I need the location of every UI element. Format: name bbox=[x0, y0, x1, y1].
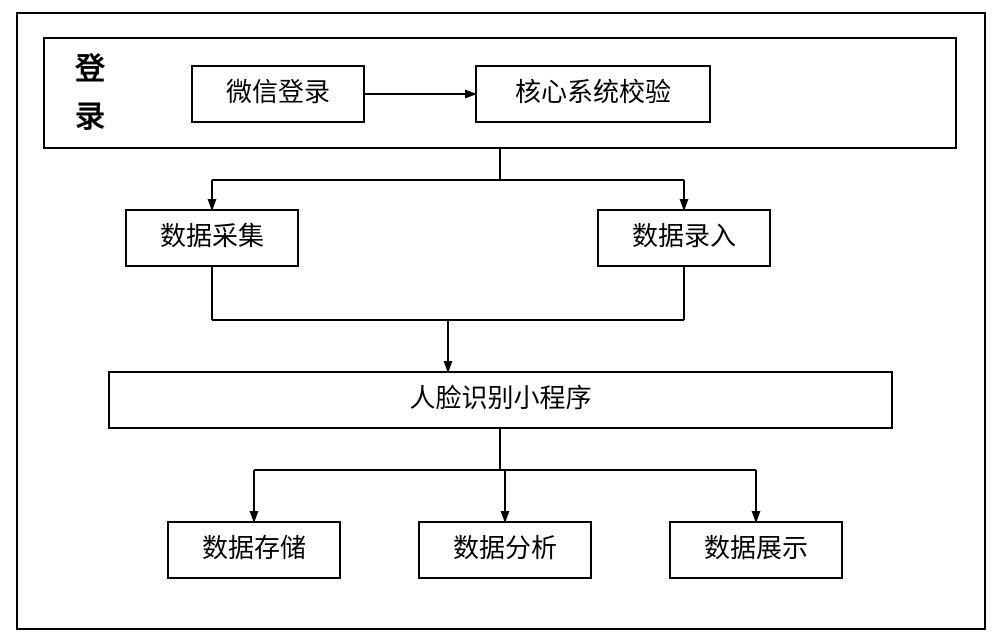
node-label-data_storage: 数据存储 bbox=[202, 534, 306, 563]
node-label-data_collect: 数据采集 bbox=[160, 222, 264, 251]
node-data_storage: 数据存储 bbox=[168, 522, 340, 578]
node-data_analysis: 数据分析 bbox=[419, 522, 591, 578]
node-label-data_entry: 数据录入 bbox=[632, 222, 736, 251]
node-label-data_display: 数据展示 bbox=[704, 534, 808, 563]
login-title-line1: 登 bbox=[74, 53, 106, 86]
login-title-line2: 录 bbox=[75, 101, 105, 134]
node-label-wechat_login: 微信登录 bbox=[226, 78, 330, 107]
flowchart-canvas: 微信登录 核心系统校验数据采集 数据录入人脸识别小程序数据存储 数据分析 数据展示 登录 bbox=[0, 0, 1000, 641]
node-label-core_verify: 核心系统校验 bbox=[515, 78, 671, 107]
node-data_entry: 数据录入 bbox=[598, 210, 770, 266]
node-data_collect: 数据采集 bbox=[126, 210, 298, 266]
node-wechat_login: 微信登录 bbox=[192, 66, 364, 122]
node-label-face_program: 人脸识别小程序 bbox=[409, 384, 591, 413]
node-face_program: 人脸识别小程序 bbox=[109, 372, 892, 428]
node-core_verify: 核心系统校验 bbox=[476, 66, 710, 122]
node-data_display: 数据展示 bbox=[670, 522, 842, 578]
node-label-data_analysis: 数据分析 bbox=[453, 534, 557, 563]
